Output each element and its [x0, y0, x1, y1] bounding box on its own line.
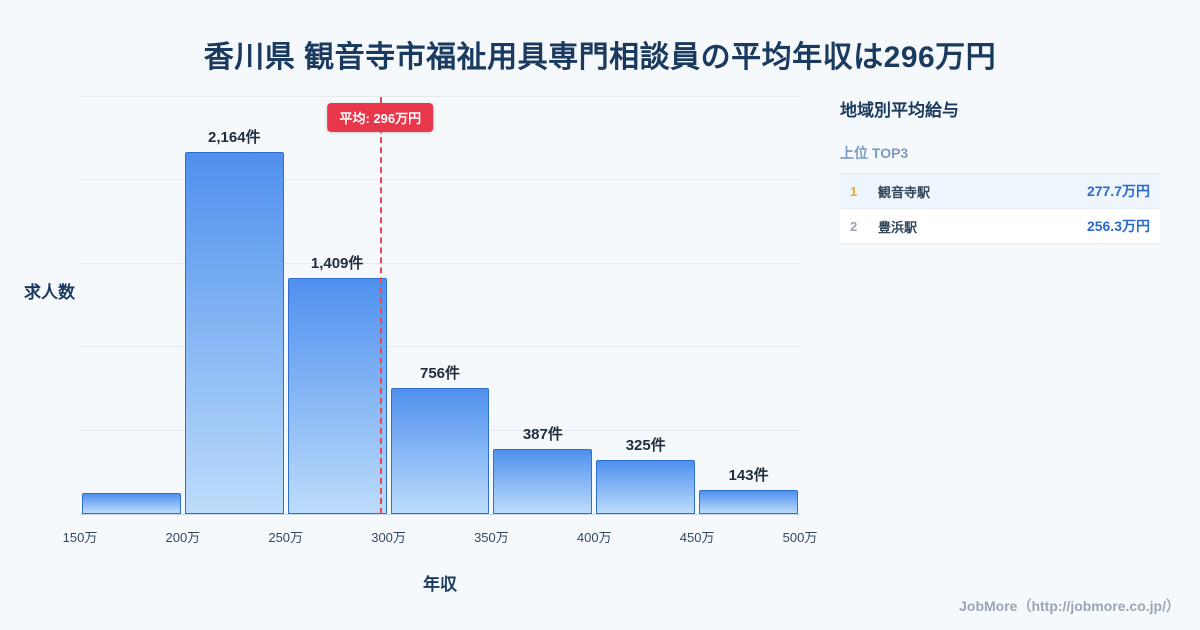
x-tick-label: 500万 [782, 530, 818, 545]
bar-value-label: 143件 [728, 467, 769, 484]
histogram-bar [184, 152, 284, 514]
histogram-bar [596, 460, 696, 514]
rank-number: 2 [850, 218, 858, 234]
station-name: 観音寺駅 [878, 184, 931, 200]
x-tick-label: 200万 [165, 530, 201, 545]
footer-credit: JobMore（http://jobmore.co.jp/） [959, 598, 1180, 614]
x-tick-label: 350万 [474, 530, 509, 545]
panel-heading: 地域別平均給与 [840, 101, 959, 120]
y-axis-label: 求人数 [24, 283, 75, 302]
salary-value: 256.3万円 [1086, 218, 1150, 234]
x-tick-label: 250万 [268, 530, 304, 545]
ranking-row: 2 豊浜駅 256.3万円 [840, 209, 1160, 244]
gridline [80, 346, 800, 348]
average-line [380, 97, 383, 514]
bar-value-label: 756件 [419, 365, 461, 382]
station-name: 豊浜駅 [878, 219, 918, 235]
histogram-bar [287, 278, 387, 514]
x-tick-label: 150万 [62, 530, 98, 545]
x-axis-ticks: 150万 200万 250万 300万 350万 400万 450万 500万 [63, 527, 818, 547]
panel-subheading: 上位 TOP3 [840, 145, 909, 161]
gridline [80, 262, 800, 264]
x-tick-label: 450万 [679, 530, 715, 545]
bar-value-label: 2,164件 [208, 129, 261, 146]
histogram-bar [493, 449, 593, 514]
bar-value-label: 1,409件 [310, 255, 364, 272]
rank-number: 1 [850, 183, 858, 199]
histogram-bar [82, 493, 181, 514]
gridline [80, 96, 800, 97]
gridline [80, 179, 800, 181]
x-axis-label: 年収 [423, 575, 457, 594]
histogram-bar [699, 490, 798, 514]
salary-value: 277.7万円 [1086, 183, 1150, 199]
bar-value-label: 325件 [625, 437, 666, 454]
histogram-bar [390, 388, 490, 514]
average-badge: 平均: 296万円 [327, 103, 434, 132]
histogram-plot-area: 平均: 296万円 2,164件 1,409件 756件 387件 325件 143件 [80, 96, 800, 515]
x-tick-label: 400万 [576, 530, 612, 545]
bar-value-label: 387件 [522, 426, 563, 443]
region-ranking-panel: 地域別平均給与 上位 TOP3 1 観音寺駅 277.7万円 2 豊浜駅 256.3万円 [840, 96, 1160, 244]
page-title: 香川県 観音寺市福祉用具専門相談員の平均年収は296万円 [203, 41, 997, 74]
ranking-table: 1 観音寺駅 277.7万円 2 豊浜駅 256.3万円 [840, 173, 1160, 244]
ranking-row: 1 観音寺駅 277.7万円 [840, 174, 1160, 209]
x-tick-label: 300万 [371, 530, 406, 545]
